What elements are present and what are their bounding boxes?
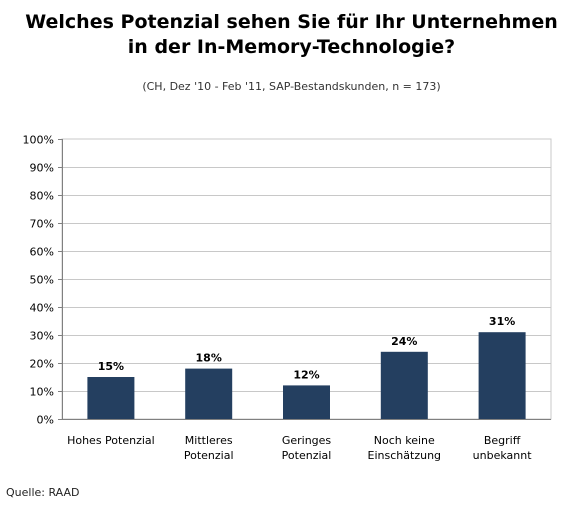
- y-tick-label: 70%: [30, 218, 54, 231]
- y-tick-label: 90%: [30, 162, 54, 175]
- source-note: Quelle: RAAD: [6, 486, 80, 499]
- y-tick-label: 30%: [30, 330, 54, 343]
- x-tick-label: Potenzial: [184, 449, 234, 462]
- y-tick-label: 10%: [30, 386, 54, 399]
- data-label: 18%: [196, 352, 222, 365]
- x-tick-label: Mittleres: [185, 434, 233, 447]
- y-tick-label: 20%: [30, 358, 54, 371]
- y-tick-label: 0%: [37, 414, 54, 427]
- chart-title: Welches Potenzial sehen Sie für Ihr Unte…: [0, 10, 583, 60]
- data-label: 12%: [293, 368, 319, 381]
- chart-subtitle: (CH, Dez '10 - Feb '11, SAP-Bestandskund…: [142, 80, 441, 93]
- y-tick-label: 60%: [30, 246, 54, 259]
- x-tick-label: Potenzial: [282, 449, 332, 462]
- bar: [87, 377, 135, 419]
- data-label: 24%: [391, 335, 417, 348]
- chart-title-line-1: Welches Potenzial sehen Sie für Ihr Unte…: [25, 11, 558, 33]
- x-tick-label: Einschätzung: [368, 449, 441, 462]
- bar: [283, 385, 330, 419]
- bar: [380, 351, 428, 419]
- y-tick-label: 80%: [30, 190, 54, 203]
- x-tick-label: Hohes Potenzial: [67, 434, 155, 447]
- x-tick-label: Geringes: [282, 434, 332, 447]
- data-label: 31%: [489, 315, 515, 328]
- data-label: 15%: [98, 360, 124, 373]
- y-tick-label: 40%: [30, 302, 54, 315]
- x-tick-label: unbekannt: [473, 449, 533, 462]
- x-tick-label: Begriff: [484, 434, 521, 447]
- bar: [185, 368, 233, 419]
- y-tick-label: 50%: [30, 274, 54, 287]
- x-tick-label: Noch keine: [374, 434, 435, 447]
- bar: [478, 332, 526, 419]
- chart-title-line-2: in der In-Memory-Technologie?: [127, 36, 456, 58]
- y-tick-label: 100%: [23, 134, 54, 147]
